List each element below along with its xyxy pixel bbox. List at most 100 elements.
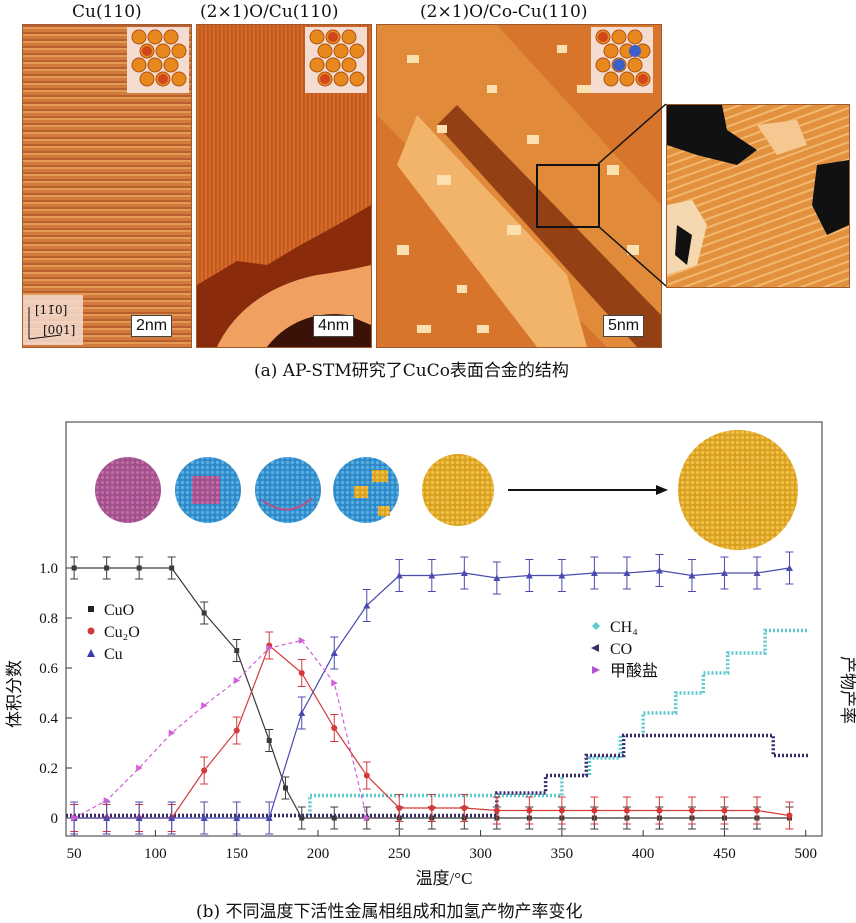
- data-point-cu: [135, 814, 143, 821]
- direction-label-001: [001]: [43, 323, 76, 337]
- data-point-cu2o: [786, 812, 793, 819]
- data-point-cu2o: [331, 725, 338, 731]
- y-tick-label: 0.2: [39, 761, 58, 777]
- atom-model-icon: [591, 27, 653, 93]
- title-cu110: Cu(110): [72, 2, 142, 22]
- caption-panel-b: (b) 不同温度下活性金属相组成和加氢产物产率变化: [196, 902, 583, 922]
- data-point-formate: [103, 797, 111, 804]
- data-point-cu: [233, 814, 241, 821]
- x-tick-label: 400: [632, 846, 655, 862]
- step-series-ch4: [66, 628, 809, 818]
- data-point-cuo: [299, 815, 305, 821]
- y-tick-label: 1.0: [39, 561, 58, 577]
- step-series-co: [66, 733, 809, 818]
- x-tick-label: 200: [307, 846, 330, 862]
- y-tick-label: 0: [51, 811, 59, 827]
- arrow-head-icon: [656, 485, 668, 495]
- stm-image-2x1o-cu110: 4nm: [196, 24, 372, 348]
- data-point-cuo: [71, 565, 77, 571]
- y-tick-label: 0.6: [39, 661, 58, 677]
- legend-marker-formate: [592, 666, 600, 674]
- data-point-cu: [428, 572, 436, 579]
- data-point-cu: [493, 574, 501, 581]
- data-point-cu: [525, 572, 533, 579]
- legend-label: 甲酸盐: [610, 662, 658, 680]
- data-point-cu: [623, 569, 631, 576]
- data-point-cu: [363, 602, 371, 609]
- atom-model-icon: [127, 27, 189, 93]
- caption-panel-a: (a) AP-STM研究了CuCo表面合金的结构: [254, 361, 569, 381]
- data-point-cu2o: [656, 807, 663, 814]
- legend-marker-cu: [87, 649, 95, 657]
- data-point-cuo: [104, 565, 110, 571]
- data-point-cu: [753, 569, 761, 576]
- y-axis-label-left: 体积分数: [5, 660, 24, 728]
- particle-cu-large: [678, 430, 798, 550]
- data-point-cu: [330, 649, 338, 656]
- data-point-formate: [233, 677, 241, 684]
- x-tick-label: 50: [67, 846, 82, 862]
- data-point-cu: [200, 814, 208, 821]
- y-tick-label: 0.8: [39, 611, 58, 627]
- plot-frame: [65, 421, 823, 837]
- zoom-box: [536, 164, 600, 228]
- stm-image-2x1o-co-cu110: 5nm: [376, 24, 662, 348]
- legend-marker-co: [591, 644, 599, 652]
- data-point-cuo: [282, 785, 288, 791]
- data-point-cu2o: [526, 807, 533, 814]
- data-point-cu: [558, 572, 566, 579]
- data-point-cu2o: [688, 807, 695, 814]
- data-point-cuo: [136, 565, 142, 571]
- data-point-cu2o: [298, 670, 305, 676]
- data-point-cu2o: [493, 807, 500, 814]
- data-point-formate: [363, 814, 371, 822]
- stm-zoom-inset: [666, 104, 850, 288]
- series-line-1: [74, 644, 790, 819]
- y-tick-label: 0.4: [39, 711, 58, 727]
- data-point-cu2o: [233, 727, 240, 734]
- data-point-cu2o: [721, 807, 728, 814]
- data-point-cu: [103, 814, 111, 821]
- legend-marker-cu2o: [87, 627, 95, 635]
- data-point-cuo: [266, 738, 272, 743]
- data-point-cuo: [201, 610, 207, 616]
- direction-label-110: [11̄0]: [35, 303, 68, 317]
- legend-label: CO: [610, 641, 632, 658]
- data-point-formate: [266, 644, 273, 652]
- series-line-2: [74, 567, 790, 819]
- legend-label: CH₄: [610, 619, 638, 636]
- data-point-cu: [688, 572, 696, 579]
- data-point-cu: [168, 814, 176, 821]
- x-tick-label: 100: [144, 846, 167, 862]
- data-point-cu: [298, 709, 306, 716]
- data-point-cu2o: [363, 772, 370, 779]
- scale-bar-2nm: 2nm: [131, 315, 173, 337]
- x-tick-label: 500: [794, 846, 817, 862]
- legend-label: CuO: [104, 602, 134, 619]
- data-point-cu2o: [396, 805, 403, 811]
- data-point-cu: [785, 564, 793, 571]
- data-point-cu2o: [558, 807, 565, 814]
- data-point-formate: [298, 637, 306, 644]
- data-point-cu: [590, 569, 598, 576]
- series-line-3: [73, 639, 368, 819]
- data-point-formate: [331, 679, 338, 687]
- data-point-formate: [168, 729, 176, 737]
- scale-bar-4nm: 4nm: [313, 315, 355, 337]
- x-tick-label: 450: [713, 846, 736, 862]
- data-point-formate: [71, 814, 78, 822]
- data-point-cuo: [169, 565, 175, 571]
- particle-row: [95, 430, 798, 550]
- series-line-0: [74, 567, 790, 819]
- data-point-cu2o: [201, 767, 208, 774]
- data-point-cu: [395, 572, 403, 579]
- data-point-cu2o: [753, 807, 760, 814]
- data-point-cuo: [331, 815, 337, 821]
- data-point-cuo: [234, 648, 240, 653]
- x-tick-label: 150: [225, 846, 248, 862]
- legend-marker-cuo: [88, 606, 94, 612]
- particle-cu: [422, 454, 494, 526]
- data-point-cu2o: [428, 805, 435, 811]
- legend-label: Cu₂O: [104, 624, 140, 641]
